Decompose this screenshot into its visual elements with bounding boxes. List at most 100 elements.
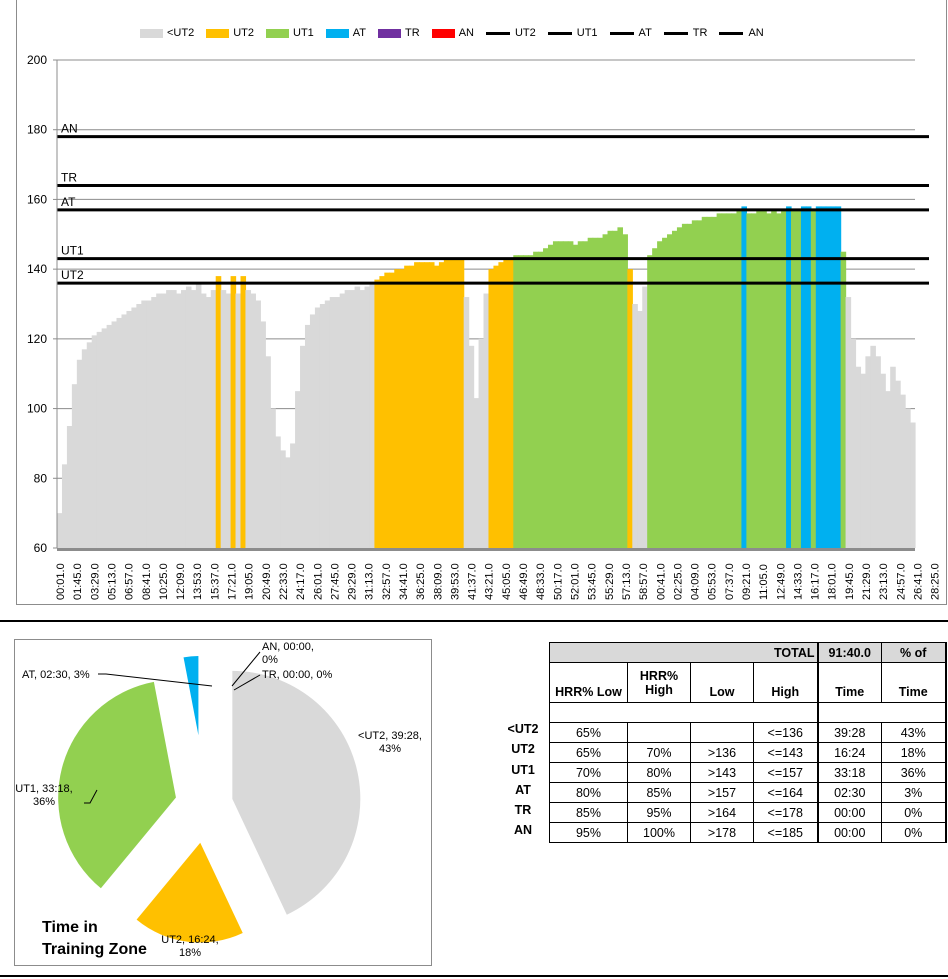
- hr-bar-lt-ut2: [121, 314, 128, 548]
- x-axis: [57, 548, 915, 551]
- hr-bar-lt-ut2: [463, 297, 470, 548]
- section-divider: [0, 620, 948, 622]
- col-header-hrr-high-line2: High: [645, 682, 673, 697]
- hr-bar-ut2: [389, 272, 395, 548]
- hr-bar-ut2: [374, 279, 380, 548]
- hr-bar-lt-ut2: [101, 328, 108, 548]
- hr-bar-lt-ut2: [349, 290, 356, 548]
- legend-item-area-tr: TR: [378, 27, 420, 39]
- hr-bar-ut1: [766, 213, 772, 548]
- col-header-hrr-low: HRR% Low: [549, 662, 628, 703]
- hr-bar-at: [830, 206, 837, 548]
- x-tick-label: 03:29.0: [89, 563, 101, 600]
- legend-swatch: [547, 31, 572, 35]
- hr-bar-ut2: [379, 276, 385, 548]
- hr-bar-ut2: [240, 276, 247, 548]
- hr-bar-lt-ut2: [86, 342, 93, 548]
- legend-swatch: [140, 28, 163, 38]
- hr-bar-ut1: [587, 237, 594, 548]
- cell-time: 00:00: [816, 822, 882, 843]
- hr-bar-lt-ut2: [632, 304, 638, 548]
- x-tick-label: 12:09.0: [175, 563, 187, 600]
- x-tick-label: 55:29.0: [604, 563, 616, 600]
- hr-bar-ut2: [230, 276, 237, 548]
- hr-bar-lt-ut2: [300, 345, 306, 548]
- x-tick-label: 01:45.0: [72, 563, 84, 600]
- cell-time: 02:30: [816, 782, 882, 803]
- table-header-row: HRR% Low HRR% High Low High Time Time: [549, 662, 947, 703]
- hr-bar-ut2: [498, 262, 504, 548]
- hr-bar-lt-ut2: [81, 349, 88, 548]
- legend-label: AT: [352, 27, 367, 39]
- hr-bar-ut1: [781, 209, 787, 548]
- x-tick-label: 41:37.0: [467, 563, 479, 600]
- cell-high: <=157: [753, 762, 818, 783]
- x-tick-label: 15:37.0: [209, 563, 221, 600]
- hr-bar-lt-ut2: [260, 321, 266, 548]
- hr-bar-lt-ut2: [369, 283, 376, 548]
- table-row-an: 95% 100% >178 <=185 00:00 0%: [549, 822, 947, 843]
- zone-label-at: AT: [515, 782, 531, 797]
- hr-bar-ut2: [414, 262, 420, 548]
- x-tick-label: 30:09.0: [947, 563, 948, 600]
- cell-pct: 18%: [881, 742, 947, 763]
- zone-table: TOTAL 91:40.0% of HRR% Low HRR% High Low High T…: [549, 642, 947, 843]
- hr-bar-ut1: [667, 234, 673, 549]
- x-tick-label: 24:17.0: [295, 563, 307, 600]
- cell-low: >157: [690, 782, 754, 803]
- cell-hrr-high: 95%: [627, 802, 691, 823]
- hr-bar-lt-ut2: [131, 307, 137, 548]
- col-header-low: Low: [690, 662, 754, 703]
- hr-bar-lt-ut2: [71, 384, 78, 548]
- hr-bar-lt-ut2: [250, 293, 256, 548]
- x-tick-label: 10:25.0: [158, 563, 170, 600]
- time-in-zone-pie-chart: <UT2, 39:28,43% UT2, 16:24,18% UT1, 33:18,…: [15, 641, 422, 959]
- legend-swatch: [325, 28, 349, 38]
- y-tick-label-140: 140: [27, 262, 47, 276]
- table-header-row-total: TOTAL 91:40.0% of: [549, 642, 947, 663]
- legend-swatch: [266, 28, 289, 38]
- hr-bar-ut1: [562, 241, 569, 548]
- x-tick-label: 31:13.0: [364, 563, 376, 600]
- hr-bar-lt-ut2: [880, 373, 886, 548]
- hr-bar-lt-ut2: [885, 391, 891, 548]
- legend-label: TR: [405, 27, 420, 39]
- x-tick-label: 36:25.0: [415, 563, 427, 600]
- pie-label-an-pct: 0%: [262, 654, 278, 666]
- hr-bar-lt-ut2: [285, 457, 291, 548]
- pie-title-line2: Training Zone: [42, 941, 147, 958]
- hr-bar-lt-ut2: [870, 345, 876, 548]
- hr-bar-lt-ut2: [483, 293, 490, 548]
- cell-low: >178: [690, 822, 754, 843]
- hr-bar-ut1: [726, 213, 733, 548]
- hr-bar-lt-ut2: [61, 464, 68, 548]
- hr-bar-ut1: [721, 213, 728, 548]
- hr-bar-lt-ut2: [205, 297, 212, 548]
- hr-bar-lt-ut2: [171, 290, 177, 548]
- hr-bar-ut1: [577, 241, 584, 548]
- legend-swatch: [378, 28, 402, 38]
- pie-label-tr: TR, 00:00, 0%: [262, 669, 333, 681]
- hr-bar-lt-ut2: [245, 290, 252, 548]
- pie-slice-ut1: [58, 681, 176, 889]
- hr-bar-lt-ut2: [255, 300, 261, 548]
- legend-item-line-at: AT: [609, 27, 652, 39]
- hr-bar-at: [825, 206, 832, 548]
- hr-bar-lt-ut2: [190, 290, 197, 548]
- legend-swatch: [485, 31, 510, 35]
- hr-bar-lt-ut2: [185, 286, 192, 548]
- hr-bar-ut1: [795, 209, 802, 548]
- hr-bar-at: [835, 206, 842, 548]
- total-time-cell: 91:40.0: [816, 642, 882, 663]
- pie-title-line1: Time in: [42, 919, 98, 936]
- legend-label: AN: [748, 27, 764, 39]
- hr-bar-lt-ut2: [334, 297, 341, 548]
- y-tick-labels: 60 80 100 120 140 160 180 200: [27, 53, 47, 555]
- cell-hrr-high: 70%: [627, 742, 691, 763]
- x-tick-label: 58:57.0: [638, 563, 650, 600]
- x-tick-label: 17:21.0: [227, 563, 239, 600]
- pie-leader-tr: [233, 674, 261, 691]
- cell-hrr-low: 70%: [549, 762, 628, 783]
- cell-pct: 0%: [881, 822, 947, 843]
- cell-pct: 3%: [881, 782, 947, 803]
